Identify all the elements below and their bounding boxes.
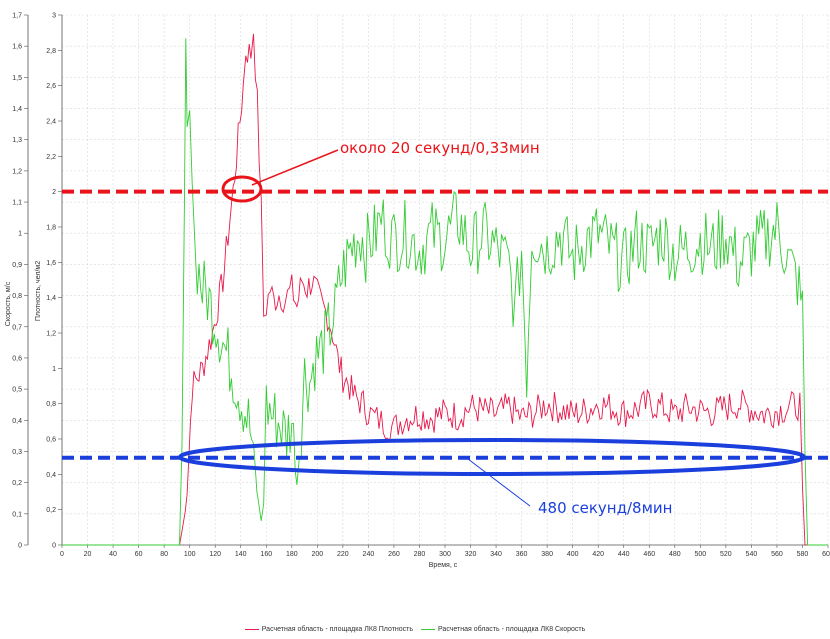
x-tick-label: 320 <box>465 551 477 558</box>
x-tick-label: 360 <box>516 551 528 558</box>
left-tick-label: 1,5 <box>12 75 22 82</box>
left-tick-label: 1,4 <box>12 106 22 113</box>
legend-label-speed: Расчетная область - площадка ЛК8 Скорост… <box>437 626 586 633</box>
right-tick-label: 0,4 <box>46 472 56 479</box>
x-tick-label: 500 <box>694 551 706 558</box>
left-tick-label: 0 <box>18 543 22 550</box>
left-tick-label: 0,8 <box>12 293 22 300</box>
reference-lines <box>62 189 828 460</box>
x-tick-label: 520 <box>720 551 732 558</box>
legend-label-density: Расчетная область - площадка ЛК8 Плотнос… <box>261 626 414 633</box>
left-tick-label: 1,3 <box>12 137 22 144</box>
x-tick-label: 380 <box>541 551 553 558</box>
right-tick-label: 0,2 <box>46 507 56 514</box>
x-tick-label: 120 <box>209 551 221 558</box>
x-tick-label: 400 <box>567 551 579 558</box>
left-tick-label: 1,2 <box>12 168 22 175</box>
x-tick-label: 20 <box>84 551 92 558</box>
x-tick-label: 580 <box>797 551 809 558</box>
x-tick-label: 100 <box>184 551 196 558</box>
x-tick-label: 440 <box>618 551 630 558</box>
x-tick-label: 480 <box>669 551 681 558</box>
series-line-1 <box>62 38 828 546</box>
grid-lines <box>61 14 829 546</box>
left-tick-label: 1,1 <box>12 200 22 207</box>
legend-swatch-speed <box>420 628 435 630</box>
x-tick-label: 160 <box>260 551 272 558</box>
left-tick-label: 1,6 <box>12 44 22 51</box>
x-tick-label: 260 <box>388 551 400 558</box>
x-tick-label: 240 <box>363 551 375 558</box>
right-tick-label: 0,6 <box>46 437 56 444</box>
left-tick-label: 0,2 <box>12 480 22 487</box>
x-tick-label: 340 <box>490 551 502 558</box>
left-tick-label: 0,7 <box>12 324 22 331</box>
legend-item-density: Расчетная область - площадка ЛК8 Плотнос… <box>244 626 414 633</box>
legend-item-speed: Расчетная область - площадка ЛК8 Скорост… <box>420 626 586 633</box>
right-tick-label: 1,8 <box>46 225 56 232</box>
x-tick-label: 280 <box>414 551 426 558</box>
red-annotation: около 20 секунд/0,33мин <box>340 139 540 157</box>
x-tick-label: 600 <box>822 551 830 558</box>
left-tick-label: 0,4 <box>12 418 22 425</box>
right-tick-label: 0,8 <box>46 401 56 408</box>
legend-swatch-density <box>244 628 259 630</box>
legend: Расчетная область - площадка ЛК8 Плотнос… <box>0 626 830 633</box>
x-tick-label: 220 <box>337 551 349 558</box>
x-axis-title: Время, с <box>429 562 458 569</box>
x-tick-label: 40 <box>109 551 117 558</box>
right-tick-label: 2 <box>52 189 56 196</box>
x-tick-label: 60 <box>135 551 143 558</box>
left-tick-label: 0,3 <box>12 449 22 456</box>
blue-highlight-ellipse <box>178 438 806 476</box>
left-tick-label: 0,6 <box>12 355 22 362</box>
left-tick-label: 0,1 <box>12 511 22 518</box>
x-axis-ticks: 0 20 40 60 80 100 120 140 160 180 200 220 240 260 280 3… <box>60 545 830 558</box>
right-tick-label: 0 <box>52 543 56 550</box>
x-tick-label: 180 <box>286 551 298 558</box>
x-tick-label: 540 <box>746 551 758 558</box>
right-tick-label: 1 <box>52 366 56 373</box>
right-tick-label: 2,8 <box>46 48 56 55</box>
x-tick-label: 460 <box>643 551 655 558</box>
right-tick-label: 2,4 <box>46 119 56 126</box>
right-tick-label: 2,2 <box>46 154 56 161</box>
blue-annotation: 480 секунд/8мин <box>538 499 672 517</box>
right-tick-label: 2,6 <box>46 83 56 90</box>
series-group <box>62 33 828 546</box>
left-tick-label: 1 <box>18 231 22 238</box>
right-axis-ticks: 0 0,2 0,4 0,6 0,8 1 1,2 1,4 1,6 1,8 2 2,2 2,4 2,6 2,8 3 <box>46 13 62 550</box>
right-tick-label: 1,2 <box>46 331 56 338</box>
x-tick-label: 140 <box>235 551 247 558</box>
series-line-0 <box>62 33 828 546</box>
x-tick-label: 300 <box>439 551 451 558</box>
right-tick-label: 3 <box>52 13 56 20</box>
left-tick-label: 0,5 <box>12 387 22 394</box>
left-axis-title: Скорость, м/с <box>5 281 12 326</box>
right-axis-title: Плотность, чел/м2 <box>35 261 42 321</box>
x-tick-label: 420 <box>592 551 604 558</box>
left-tick-label: 1,7 <box>12 13 22 20</box>
x-tick-label: 200 <box>311 551 323 558</box>
red-highlight-ellipse <box>221 175 263 203</box>
right-tick-label: 1,4 <box>46 295 56 302</box>
left-tick-label: 0,9 <box>12 262 22 269</box>
x-tick-label: 80 <box>160 551 168 558</box>
axes <box>27 15 828 546</box>
x-tick-label: 560 <box>771 551 783 558</box>
x-tick-label: 0 <box>60 551 64 558</box>
red-pointer-line <box>251 149 339 186</box>
left-axis-ticks: 0 0,1 0,2 0,3 0,4 0,5 0,6 0,7 0,8 0,9 1 1,1 1,2 1,3 1,… <box>12 13 28 550</box>
blue-pointer-line <box>467 458 531 507</box>
right-tick-label: 1,6 <box>46 260 56 267</box>
